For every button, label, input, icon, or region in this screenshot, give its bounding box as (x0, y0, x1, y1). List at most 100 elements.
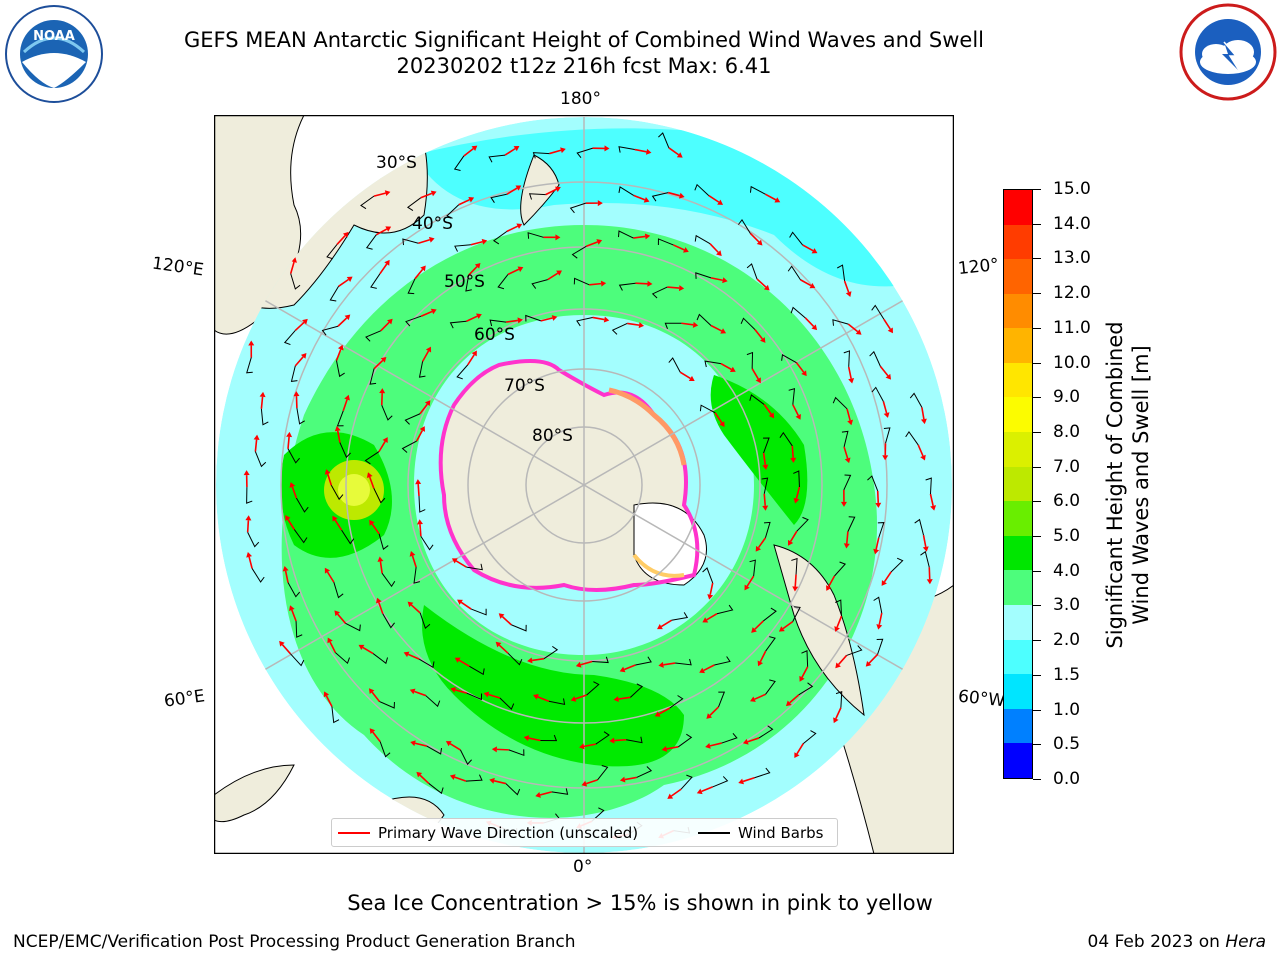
wave-direction-arrowhead (428, 236, 435, 243)
wind-barb (630, 683, 644, 698)
wave-direction-arrow (763, 493, 767, 506)
colorbar-tick-label: 7.0 (1053, 456, 1081, 477)
wave-direction-arrow (828, 575, 836, 587)
wind-barb (869, 350, 881, 367)
wave-direction-arrow (846, 408, 851, 421)
wind-barb (802, 730, 817, 744)
colorbar-segment (1004, 224, 1032, 260)
wave-direction-arrowhead (344, 394, 350, 401)
wave-direction-arrowhead (692, 321, 699, 328)
wave-direction-arrowhead (699, 667, 705, 674)
footer-date-text: 04 Feb 2023 on (1087, 932, 1226, 952)
wave-direction-arrowhead (596, 239, 603, 245)
wave-direction-arrowhead (811, 324, 818, 331)
legend-item-wind-barbs: Wind Barbs (698, 824, 823, 842)
wave-direction-arrowhead (604, 145, 610, 152)
wind-barb (843, 474, 852, 491)
wave-direction-arrowhead (468, 196, 475, 203)
lon-label-left-upper: 120°E (150, 253, 205, 281)
wind-barb (696, 313, 712, 326)
wave-direction-arrowhead (759, 337, 766, 343)
wave-direction-arrow (539, 791, 552, 796)
wave-direction-arrowhead (609, 737, 615, 744)
wave-direction-arrow (419, 403, 428, 415)
wave-direction-arrow (420, 192, 433, 199)
wave-direction-arrow (575, 694, 587, 700)
wave-direction-arrowhead (302, 318, 308, 325)
colorbar-segment (1004, 743, 1032, 778)
wind-barb (290, 653, 305, 667)
wave-direction-arrowhead (762, 505, 769, 511)
wave-direction-arrowhead (809, 282, 816, 289)
wave-direction-arrowhead (720, 328, 727, 334)
wave-direction-arrowhead (647, 280, 653, 287)
colorbar-tick-label: 3.0 (1053, 595, 1081, 616)
legend-label-wind-barbs: Wind Barbs (738, 824, 824, 842)
wind-barb (418, 361, 426, 378)
wave-direction-arrowhead (785, 700, 792, 707)
wind-barb (454, 244, 471, 252)
wave-direction-arrow (418, 239, 431, 245)
wave-direction-arrow (414, 742, 427, 747)
colorbar-segment (1004, 466, 1032, 502)
colorbar-segment (1004, 328, 1032, 363)
wave-direction-arrowhead (811, 248, 818, 254)
wave-direction-arrowhead (387, 318, 393, 325)
wind-barb (737, 218, 751, 234)
wind-barb (329, 286, 340, 302)
colorbar-segment (1004, 397, 1032, 433)
wave-direction-arrowhead (645, 148, 652, 155)
wind-barb (914, 518, 925, 536)
wind-barb (694, 183, 710, 196)
wind-barb (694, 234, 711, 245)
wave-direction-arrow (463, 148, 474, 157)
wind-barb (406, 197, 422, 211)
wave-direction-arrowhead (368, 688, 375, 695)
wave-direction-arrow (847, 366, 852, 379)
wave-direction-arrowhead (416, 519, 423, 525)
wave-direction-arrow (709, 582, 714, 595)
wind-barb (405, 315, 422, 327)
wind-barb (847, 516, 856, 532)
noaa-logo-text: NOAA (33, 29, 75, 44)
wind-barb (846, 645, 863, 656)
wave-direction-arrow (507, 268, 520, 276)
colorbar-segment (1004, 362, 1032, 398)
wave-direction-arrow (337, 317, 348, 327)
wave-direction-arrowhead (788, 539, 794, 546)
wave-direction-arrowhead (835, 662, 841, 669)
colorbar-tick (1033, 536, 1041, 538)
wave-direction-arrowhead (707, 594, 714, 600)
wind-barb (716, 604, 734, 615)
colorbar-segment (1004, 570, 1032, 605)
wave-direction-arrowhead (667, 793, 674, 799)
wave-direction-arrowhead (696, 788, 703, 795)
colorbar-segment (1004, 708, 1032, 744)
wave-direction-arrow (454, 776, 467, 782)
wave-direction-arrowhead (799, 675, 805, 682)
wave-direction-arrow (754, 329, 763, 340)
wave-direction-arrowhead (794, 752, 800, 759)
wave-direction-arrowhead (873, 548, 880, 555)
wind-barb (379, 701, 395, 709)
wind-barb (714, 656, 731, 666)
colorbar-segment (1004, 604, 1032, 640)
wind-barb (260, 408, 269, 426)
wave-direction-arrow (368, 476, 375, 489)
wind-barb (680, 774, 693, 790)
wind-barb (740, 317, 756, 330)
wind-barb (497, 274, 509, 290)
wave-direction-arrow (635, 282, 648, 285)
colorbar-tick (1033, 570, 1041, 572)
wave-direction-arrow (420, 310, 433, 317)
wind-barb (761, 477, 769, 494)
wave-direction-arrow (789, 694, 800, 704)
wave-direction-arrowhead (471, 145, 478, 152)
wind-barb (749, 559, 756, 577)
wind-barb (591, 807, 605, 822)
wave-direction-arrow (708, 194, 720, 203)
wind-barb (466, 692, 483, 701)
colorbar-label-line-1: Significant Height of Combined (1103, 321, 1127, 649)
wave-height-map: 30°S 40°S 50°S 60°S 70°S 80°S (214, 115, 954, 854)
wave-direction-arrowhead (678, 192, 685, 199)
